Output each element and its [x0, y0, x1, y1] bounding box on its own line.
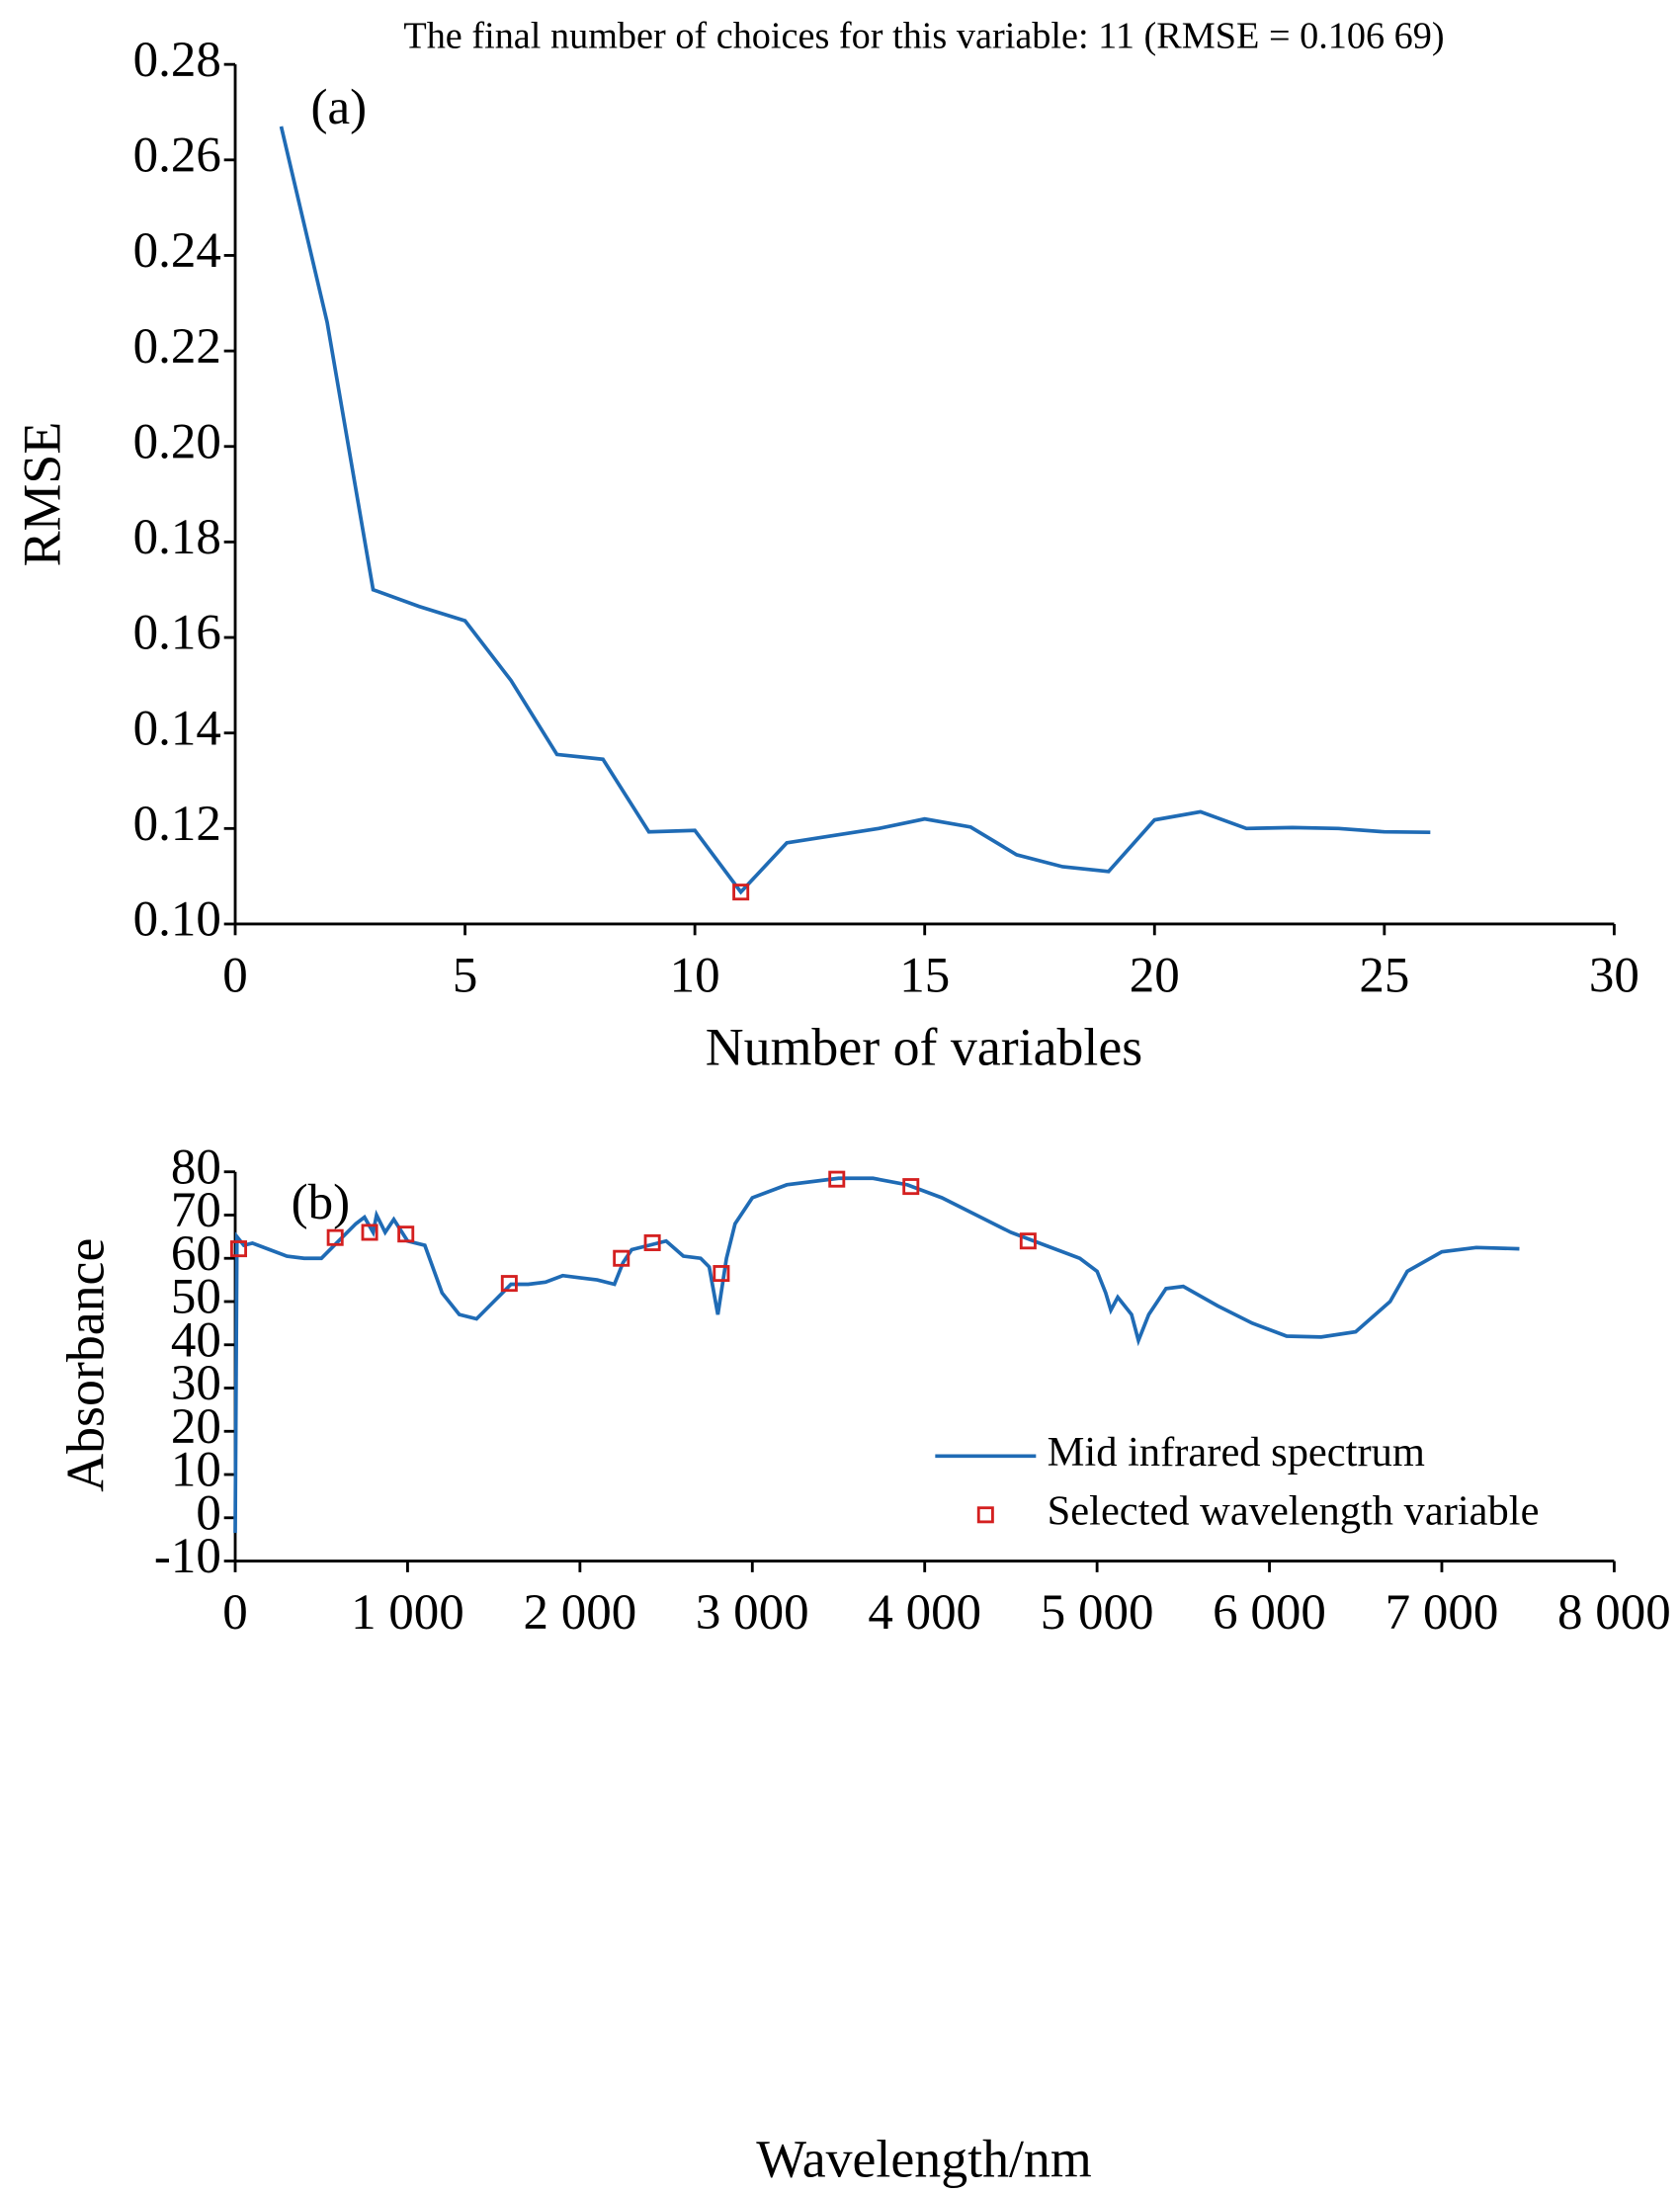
y-tick-label: 70	[171, 1183, 221, 1238]
selected-point	[361, 1223, 378, 1241]
y-tick-label: 0.26	[133, 128, 221, 184]
x-tick-label: 5	[453, 948, 478, 1003]
chart-title: The final number of choices for this var…	[403, 15, 1444, 56]
y-axis-title: RMSE	[13, 422, 72, 567]
x-tick-label: 4 000	[868, 1585, 981, 1641]
legend-swatch	[976, 1506, 994, 1524]
y-tick-label: 20	[171, 1399, 221, 1455]
selected-point	[732, 884, 750, 901]
panel-label: (b)	[292, 1175, 350, 1230]
x-axis-title: Wavelength/nm	[756, 2129, 1092, 2188]
y-tick-label: 60	[171, 1226, 221, 1282]
selected-point	[902, 1178, 920, 1196]
y-tick-label: 0.12	[133, 797, 221, 852]
y-tick-label: 0.22	[133, 319, 221, 375]
y-tick-label: 50	[171, 1270, 221, 1325]
selected-point	[613, 1249, 630, 1267]
y-tick-label: -10	[154, 1529, 221, 1584]
selected-point	[326, 1228, 344, 1246]
y-tick-label: 0.14	[133, 701, 221, 756]
selected-point	[1019, 1232, 1037, 1250]
x-tick-label: 0	[222, 1585, 248, 1641]
x-tick-label: 8 000	[1557, 1585, 1671, 1641]
y-tick-label: 0.20	[133, 414, 221, 469]
x-tick-label: 10	[670, 948, 720, 1003]
y-tick-label: 80	[171, 1139, 221, 1195]
x-tick-label: 30	[1589, 948, 1639, 1003]
legend-label: Selected wavelength variable	[1048, 1488, 1540, 1535]
selected-point	[397, 1225, 415, 1243]
y-tick-label: 0	[196, 1485, 221, 1541]
x-tick-label: 6 000	[1213, 1585, 1326, 1641]
data-line	[279, 126, 1431, 895]
x-tick-label: 2 000	[524, 1585, 637, 1641]
x-tick-label: 1 000	[351, 1585, 464, 1641]
selected-point	[643, 1233, 661, 1251]
data-line	[233, 1176, 1520, 1534]
y-tick-label: 0.28	[133, 33, 221, 88]
x-tick-label: 5 000	[1041, 1585, 1154, 1641]
y-tick-label: 30	[171, 1356, 221, 1411]
x-tick-label: 3 000	[696, 1585, 809, 1641]
y-tick-label: 0.24	[133, 223, 221, 279]
y-tick-label: 10	[171, 1443, 221, 1498]
x-axis-title: Number of variables	[706, 1018, 1142, 1077]
y-axis-title: Absorbance	[55, 1238, 115, 1492]
selected-point	[828, 1170, 846, 1188]
x-tick-label: 25	[1359, 948, 1409, 1003]
selected-point	[500, 1275, 518, 1293]
selected-point	[230, 1240, 248, 1258]
selected-point	[713, 1265, 730, 1283]
y-tick-label: 0.10	[133, 892, 221, 948]
y-tick-label: 0.18	[133, 510, 221, 565]
y-tick-label: 0.16	[133, 606, 221, 661]
x-tick-label: 15	[899, 948, 950, 1003]
y-tick-label: 40	[171, 1312, 221, 1368]
legend-label: Mid infrared spectrum	[1048, 1429, 1425, 1476]
x-tick-label: 20	[1130, 948, 1180, 1003]
x-tick-label: 7 000	[1386, 1585, 1499, 1641]
x-tick-label: 0	[222, 948, 248, 1003]
panel-label: (a)	[311, 80, 368, 135]
